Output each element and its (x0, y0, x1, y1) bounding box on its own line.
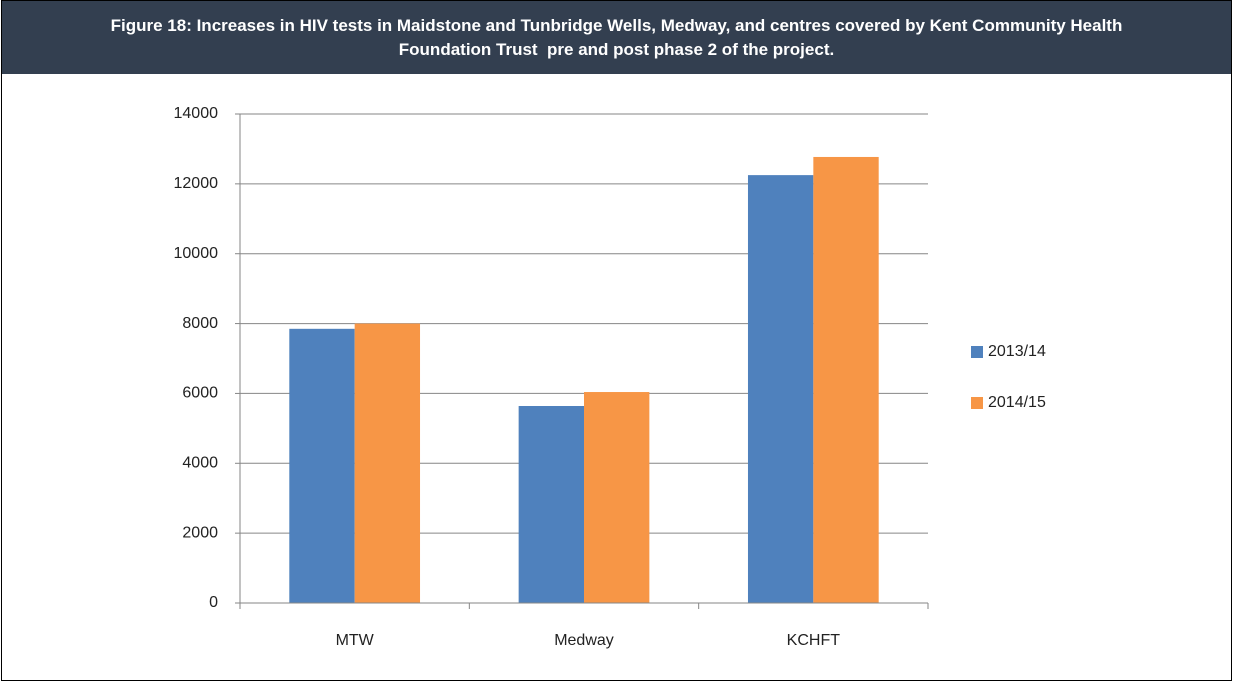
y-tick-label: 12000 (174, 175, 219, 192)
x-tick-label: Medway (554, 632, 614, 649)
y-tick-label: 6000 (182, 385, 218, 402)
y-tick-label: 10000 (174, 245, 219, 262)
chart-title: Figure 18: Increases in HIV tests in Mai… (110, 15, 1128, 59)
legend-label: 2013/14 (988, 343, 1046, 360)
y-tick-label: 14000 (174, 105, 219, 122)
y-tick-label: 2000 (182, 524, 218, 541)
bar (747, 175, 814, 603)
x-tick-label: MTW (336, 632, 375, 649)
bar (584, 392, 650, 603)
y-tick-label: 0 (209, 594, 218, 611)
y-tick-label: 4000 (182, 455, 218, 472)
x-tick-label: KCHFT (787, 632, 841, 649)
bar (518, 406, 584, 603)
legend-label: 2014/15 (988, 394, 1046, 411)
y-tick-label: 8000 (182, 315, 218, 332)
header-bar: Figure 18: Increases in HIV tests in Mai… (2, 1, 1231, 74)
bar (354, 323, 421, 603)
legend-swatch (971, 397, 983, 409)
legend-swatch (971, 346, 983, 358)
bar (289, 328, 355, 603)
bar (813, 156, 879, 603)
